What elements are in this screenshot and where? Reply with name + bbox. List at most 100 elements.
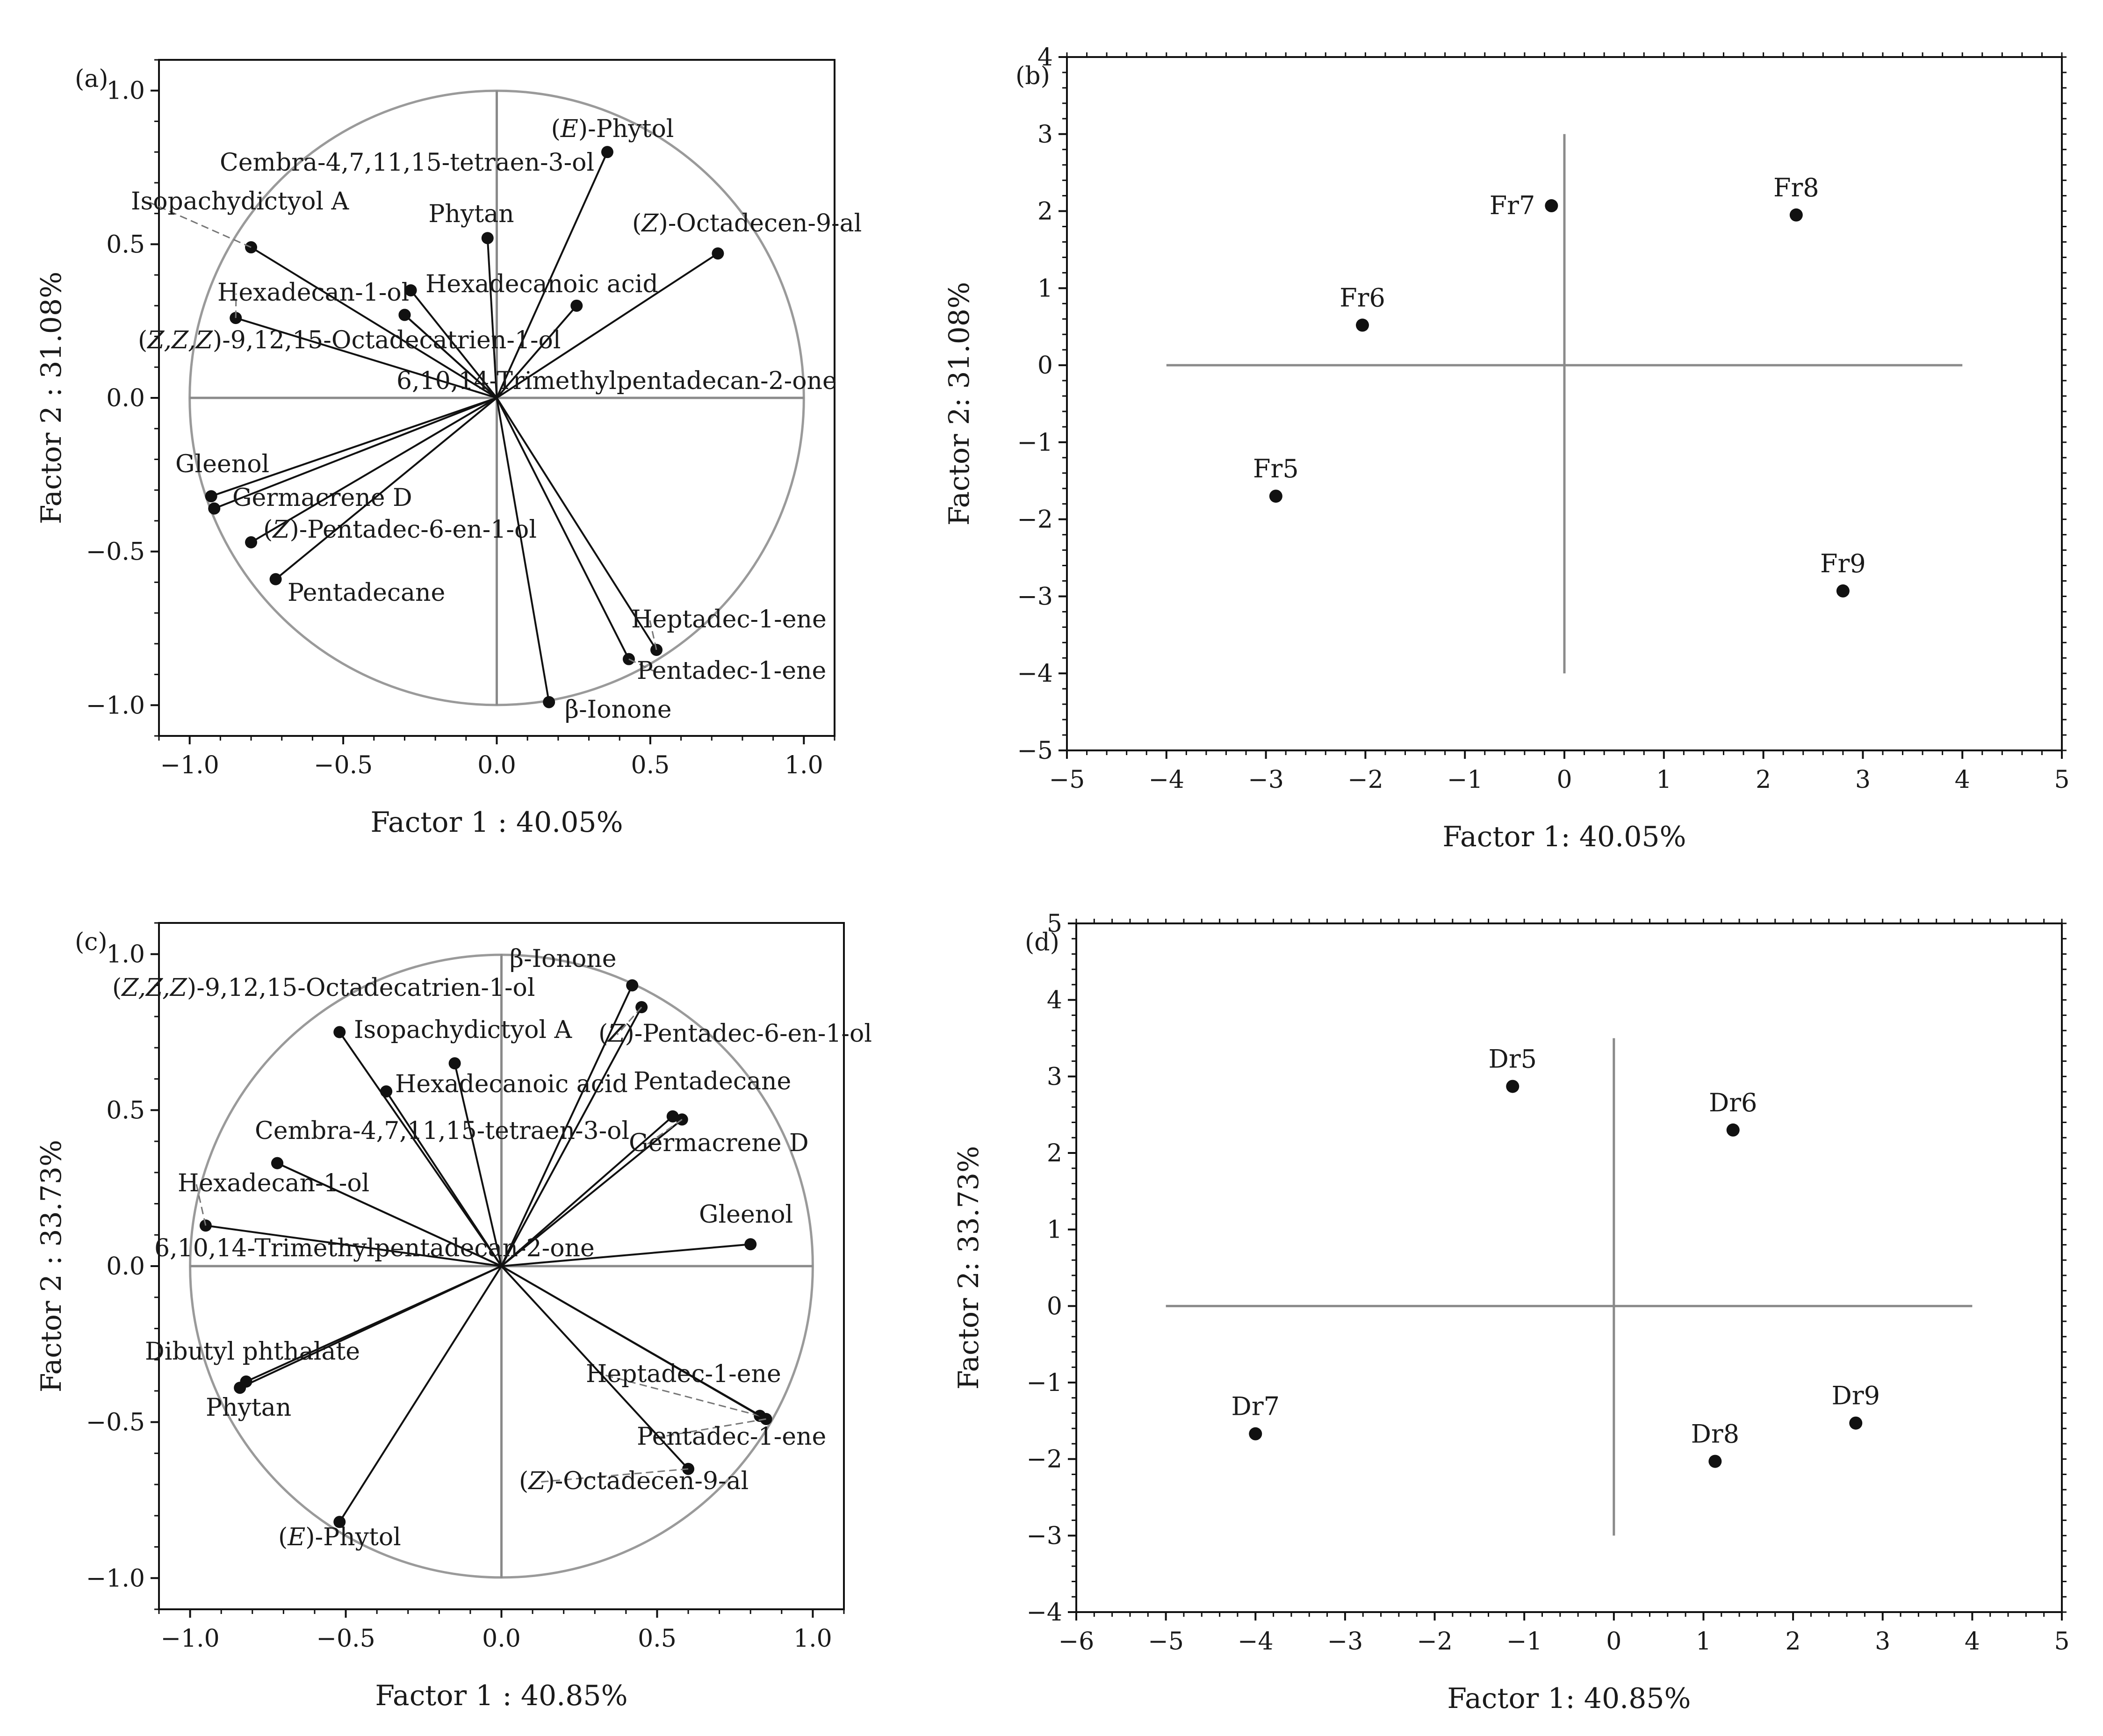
- loading-point: [570, 299, 583, 312]
- point-label: Fr6: [1340, 283, 1385, 312]
- label-part: )-Octadecen-9-al: [545, 1467, 749, 1495]
- loading-vector: [496, 397, 630, 660]
- x-tick-label: −1: [1506, 1628, 1542, 1656]
- label-part: (: [632, 209, 641, 238]
- x-tick-label: 4: [1965, 1628, 1980, 1656]
- y-tick-label: 2: [1037, 198, 1053, 226]
- panel-d: −6 −5 −4 −3 −2 −1 0 1 2 3 4 5 −4 −3 −2 −1 0 1 2 3 4 5 Factor 1…: [952, 910, 2070, 1715]
- x-tick-label: 5: [2054, 1628, 2069, 1656]
- loading-point: [481, 232, 494, 245]
- y-tick-label: 0.0: [106, 384, 145, 412]
- x-tick-label: 3: [1855, 766, 1871, 794]
- point-label: (E)-Phytol: [551, 115, 674, 143]
- score-point: [1269, 490, 1282, 503]
- x-tick-label: 0: [1606, 1628, 1621, 1656]
- point-label: Pentadecane: [634, 1067, 791, 1095]
- y-axis-title: Factor 2 : 33.73%: [35, 1140, 68, 1392]
- panel-label: (b): [1015, 62, 1050, 90]
- score-point: [1356, 318, 1369, 332]
- label-part: (: [551, 115, 561, 143]
- label-part: Z: [607, 1020, 625, 1048]
- point-label: 6,10,14-Trimethylpentadecan-2-one: [154, 1234, 595, 1262]
- point-label: Hexadecan-1-ol: [178, 1169, 369, 1197]
- label-leader: [655, 1418, 766, 1439]
- point-label: Gleenol: [699, 1201, 793, 1229]
- loading-point: [234, 1382, 246, 1394]
- x-axis-title: Factor 1: 40.05%: [1442, 821, 1686, 853]
- loading-vector: [385, 1091, 503, 1267]
- point-label: Heptadec-1-ene: [631, 605, 827, 634]
- point-label: Gleenol: [175, 450, 269, 478]
- label-part: Z,Z,Z: [121, 974, 187, 1002]
- loading-point: [601, 146, 613, 158]
- x-tick-label: −3: [1248, 766, 1284, 794]
- x-tick-label: 1.0: [785, 751, 823, 779]
- x-tick-label: 3: [1875, 1628, 1890, 1656]
- point-label: Pentadec-1-ene: [637, 1423, 826, 1451]
- y-tick-label: 4: [1047, 987, 1062, 1015]
- point-label: (Z)-Octadecen-9-al: [519, 1467, 749, 1495]
- label-part: (: [112, 974, 122, 1002]
- label-part: )-Octadecen-9-al: [658, 209, 862, 238]
- point-label: Isopachydictyol A: [354, 1016, 573, 1044]
- loading-point: [744, 1238, 757, 1251]
- label-leader: [628, 658, 656, 673]
- loading-point: [205, 490, 217, 503]
- label-leader: [604, 1374, 760, 1417]
- label-part: Z,Z,Z: [146, 326, 213, 354]
- x-tick-label: −4: [1148, 766, 1184, 794]
- point-label: Fr5: [1253, 454, 1299, 483]
- label-part: )-Phytol: [578, 115, 674, 143]
- label-leader: [647, 1119, 683, 1145]
- label-part: (: [519, 1467, 528, 1495]
- point-label: Hexadecanoic acid: [425, 270, 658, 298]
- plot-frame: [1075, 922, 2063, 1613]
- point-label: β-Ionone: [565, 696, 672, 724]
- y-tick-label: 1.0: [106, 77, 145, 105]
- point-label: Germacrene D: [232, 484, 412, 512]
- point-label: Isopachydictyol A: [131, 187, 350, 216]
- label-leader: [149, 202, 252, 248]
- x-tick-label: −4: [1238, 1628, 1274, 1656]
- point-label: (Z,Z,Z)-9,12,15-Octadecatrien-1-ol: [138, 326, 561, 354]
- loading-point: [712, 247, 724, 260]
- x-tick-label: −0.5: [314, 751, 373, 779]
- label-part: )-Pentadec-6-en-1-ol: [625, 1020, 872, 1048]
- loading-point: [626, 979, 639, 992]
- label-part: (: [598, 1020, 608, 1048]
- x-tick-label: −3: [1327, 1628, 1363, 1656]
- y-tick-label: 4: [1037, 43, 1053, 72]
- label-part: (: [263, 516, 273, 544]
- x-tick-label: −1.0: [160, 751, 219, 779]
- loading-point: [404, 284, 417, 296]
- loading-vector: [501, 1243, 751, 1267]
- y-tick-label: 2: [1047, 1139, 1062, 1167]
- x-tick-label: −1.0: [160, 1625, 219, 1653]
- loading-point: [271, 1157, 284, 1169]
- label-part: )-Pentadec-6-en-1-ol: [289, 516, 537, 544]
- loading-vector: [500, 985, 633, 1267]
- loading-vector: [277, 1162, 502, 1267]
- point-label: (Z)-Pentadec-6-en-1-ol: [263, 516, 537, 544]
- loading-vector: [239, 1265, 502, 1389]
- x-tick-label: 1: [1656, 766, 1671, 794]
- panel-label: (a): [75, 65, 108, 93]
- point-label: 6,10,14-Trimethylpentadecan-2-one: [396, 367, 837, 395]
- x-tick-label: 0.5: [631, 751, 670, 779]
- point-label: Dr9: [1832, 1381, 1880, 1411]
- y-tick-label: 3: [1047, 1063, 1062, 1091]
- loading-point: [333, 1516, 346, 1528]
- loading-vector: [338, 1265, 503, 1523]
- point-label: (E)-Phytol: [278, 1523, 401, 1551]
- x-tick-label: 2: [1786, 1628, 1801, 1656]
- y-tick-label: −3: [1017, 583, 1053, 611]
- point-label: Dr8: [1691, 1419, 1739, 1449]
- score-point: [1249, 1427, 1262, 1441]
- label-part: Z: [527, 1467, 546, 1495]
- label-part: )-Phytol: [305, 1523, 401, 1551]
- y-tick-label: 0.5: [106, 1096, 145, 1124]
- loading-point: [333, 1026, 346, 1038]
- y-tick-label: −1.0: [86, 1564, 145, 1592]
- label-part: (: [138, 326, 147, 354]
